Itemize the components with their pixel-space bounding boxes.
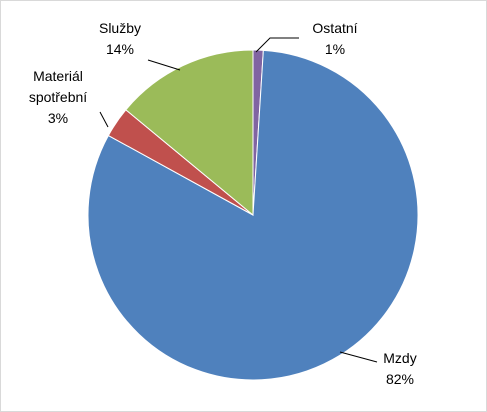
leader-line — [255, 37, 299, 53]
slice-label: Ostatní 1% — [300, 18, 370, 60]
category-label: Materiál spotřební — [28, 68, 88, 105]
value-label: 3% — [47, 110, 69, 126]
category-label: Služby — [98, 20, 142, 36]
leader-line — [147, 59, 181, 71]
pie-slice — [125, 49, 254, 217]
leader-line — [339, 351, 378, 363]
leader-line — [99, 111, 109, 128]
category-label: Mzdy — [383, 350, 417, 366]
slice-label: Mzdy 82% — [360, 348, 440, 390]
slice-label: Služby 14% — [85, 18, 155, 60]
value-label: 14% — [105, 41, 135, 57]
slices — [87, 49, 419, 381]
slice-label: Materiál spotřební 3% — [14, 66, 102, 129]
category-label: Ostatní — [312, 20, 358, 36]
value-label: 82% — [385, 371, 415, 387]
value-label: 1% — [324, 41, 346, 57]
